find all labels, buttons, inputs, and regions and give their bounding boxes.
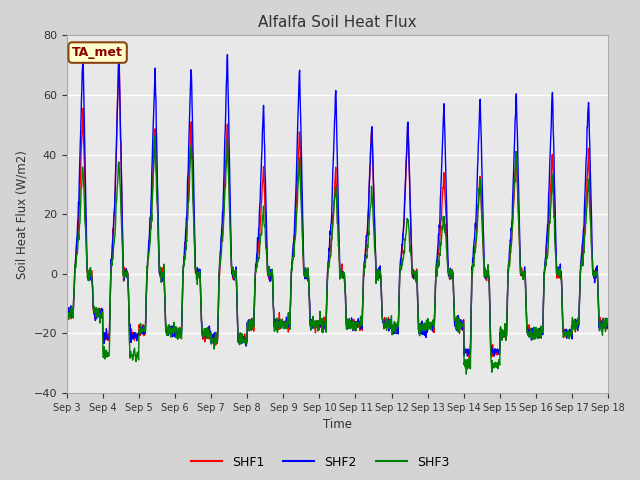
SHF3 xyxy=(604,316,612,322)
SHF2 xyxy=(541,266,548,272)
SHF1 xyxy=(244,324,252,330)
SHF1 xyxy=(63,305,70,311)
SHF3 xyxy=(170,328,178,334)
SHF2 xyxy=(170,327,178,333)
SHF1 xyxy=(184,212,191,218)
SHF3 xyxy=(493,362,500,368)
SHF1 xyxy=(465,355,473,360)
SHF2 xyxy=(244,324,252,330)
SHF2 xyxy=(422,323,429,328)
Line: SHF1: SHF1 xyxy=(67,55,608,358)
SHF3 xyxy=(541,269,548,275)
SHF3 xyxy=(184,217,191,223)
SHF1 xyxy=(604,319,612,324)
SHF2 xyxy=(184,177,191,182)
SHF2 xyxy=(79,47,87,53)
Title: Alfalfa Soil Heat Flux: Alfalfa Soil Heat Flux xyxy=(258,15,417,30)
SHF3 xyxy=(151,133,159,139)
SHF1 xyxy=(115,52,123,58)
Y-axis label: Soil Heat Flux (W/m2): Soil Heat Flux (W/m2) xyxy=(15,150,28,279)
Text: TA_met: TA_met xyxy=(72,46,123,59)
SHF1 xyxy=(170,327,178,333)
SHF3 xyxy=(422,321,429,327)
SHF3 xyxy=(463,371,470,377)
Legend: SHF1, SHF2, SHF3: SHF1, SHF2, SHF3 xyxy=(186,451,454,474)
SHF1 xyxy=(541,271,548,276)
SHF1 xyxy=(493,349,500,355)
SHF1 xyxy=(422,327,429,333)
SHF2 xyxy=(604,324,612,329)
SHF2 xyxy=(493,347,500,353)
X-axis label: Time: Time xyxy=(323,419,352,432)
SHF3 xyxy=(63,303,70,309)
SHF3 xyxy=(244,320,252,325)
SHF2 xyxy=(63,311,70,317)
Line: SHF3: SHF3 xyxy=(67,136,608,374)
SHF2 xyxy=(490,353,498,359)
Line: SHF2: SHF2 xyxy=(67,50,608,356)
